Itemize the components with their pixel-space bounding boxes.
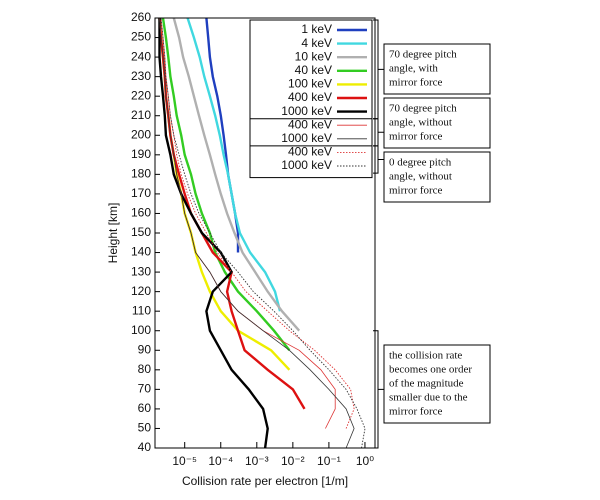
y-tick-label: 210 xyxy=(131,108,151,122)
annotation-text: 0 degree pitch xyxy=(389,157,452,169)
y-tick-label: 250 xyxy=(131,30,151,44)
x-axis-label: Collision rate per electron [1/m] xyxy=(182,474,348,488)
legend-label: 40 keV xyxy=(295,63,332,77)
annotation-text: 70 degree pitch xyxy=(389,103,457,115)
annotation-text: mirror force xyxy=(389,77,443,89)
annotation-box xyxy=(383,43,491,95)
annotation-text: of the magnitude xyxy=(389,378,464,390)
y-tick-label: 60 xyxy=(138,401,152,415)
series-line xyxy=(186,17,282,312)
series-line xyxy=(160,17,355,429)
y-tick-label: 220 xyxy=(131,88,151,102)
annotation-text: smaller due to the xyxy=(389,392,468,404)
y-tick-label: 120 xyxy=(131,284,151,298)
legend-label: 4 keV xyxy=(301,36,332,50)
y-tick-label: 260 xyxy=(131,10,151,24)
y-tick-label: 110 xyxy=(132,303,151,317)
legend-label: 400 keV xyxy=(288,117,332,131)
series-line xyxy=(161,17,291,352)
x-tick-label: 10⁰ xyxy=(356,454,374,468)
annotation-box xyxy=(383,97,491,149)
legend-label: 1000 keV xyxy=(281,104,332,118)
y-tick-label: 180 xyxy=(131,167,151,181)
y-tick-label: 130 xyxy=(131,264,151,278)
legend-label: 400 keV xyxy=(288,90,332,104)
y-tick-label: 70 xyxy=(138,382,152,396)
legend-label: 1000 keV xyxy=(281,131,332,145)
legend-label: 10 keV xyxy=(295,49,332,63)
y-tick-label: 100 xyxy=(131,323,151,337)
annotation-text: angle, without xyxy=(389,171,452,183)
y-tick-label: 200 xyxy=(131,127,151,141)
y-tick-label: 160 xyxy=(131,206,151,220)
annotation-text: angle, without xyxy=(389,117,452,129)
y-tick-label: 190 xyxy=(131,147,151,161)
series-line xyxy=(158,18,269,449)
y-tick-label: 50 xyxy=(138,421,152,435)
y-tick-label: 140 xyxy=(131,245,151,259)
x-tick-label: 10⁻⁵ xyxy=(172,454,197,468)
annotation-box xyxy=(383,344,491,424)
y-tick-label: 170 xyxy=(131,186,151,200)
annotation-box xyxy=(383,151,491,203)
bracket xyxy=(373,330,384,449)
bracket xyxy=(373,145,384,174)
x-tick-label: 10⁻³ xyxy=(245,454,269,468)
y-tick-label: 240 xyxy=(131,49,151,63)
x-tick-label: 10⁻⁴ xyxy=(208,454,233,468)
annotation-text: mirror force xyxy=(389,406,443,418)
y-axis-label: Height [km] xyxy=(106,203,120,264)
y-tick-label: 80 xyxy=(138,362,152,376)
series-line xyxy=(159,17,355,449)
y-tick-label: 230 xyxy=(131,69,151,83)
series-line xyxy=(205,17,240,253)
series-line xyxy=(172,17,301,332)
annotation-text: 70 degree pitch xyxy=(389,49,457,61)
series-line xyxy=(160,17,366,449)
y-tick-label: 90 xyxy=(138,342,152,356)
legend-label: 1000 keV xyxy=(281,158,332,172)
x-tick-label: 10⁻² xyxy=(281,454,305,468)
annotation-text: mirror force xyxy=(389,185,443,197)
annotation-text: the collision rate xyxy=(389,350,462,362)
x-tick-label: 10⁻¹ xyxy=(317,454,341,468)
legend-label: 100 keV xyxy=(288,77,332,91)
y-tick-label: 40 xyxy=(138,440,152,454)
legend-label: 400 keV xyxy=(288,145,332,159)
annotation-text: becomes one order xyxy=(389,364,472,376)
annotation-text: mirror force xyxy=(389,131,443,143)
annotation-text: angle, with xyxy=(389,63,438,75)
y-tick-label: 150 xyxy=(131,225,151,239)
legend-label: 1 keV xyxy=(301,22,332,36)
